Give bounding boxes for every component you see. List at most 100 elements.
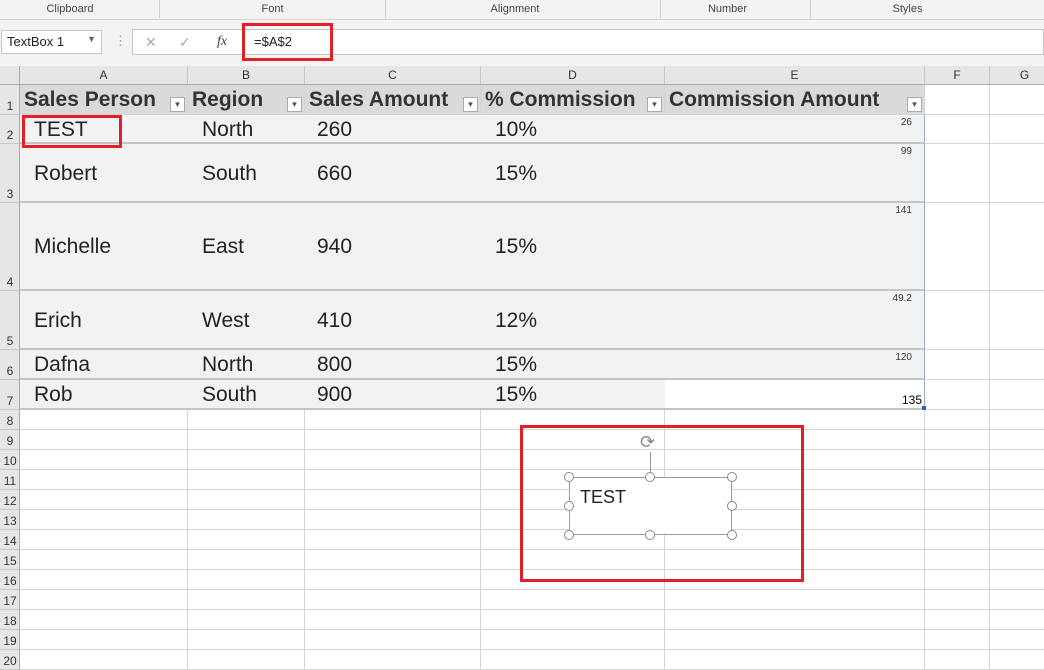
- cell[interactable]: [20, 430, 188, 450]
- cell[interactable]: [925, 115, 990, 144]
- row-header[interactable]: 8: [0, 410, 20, 430]
- cell[interactable]: [481, 410, 665, 430]
- table-cell[interactable]: Dafna: [20, 350, 188, 380]
- cell[interactable]: [305, 610, 481, 630]
- cell[interactable]: [20, 550, 188, 570]
- table-cell[interactable]: 49.2: [665, 291, 925, 350]
- table-cell[interactable]: 15%: [481, 203, 665, 291]
- cell[interactable]: [990, 85, 1044, 115]
- resize-handle[interactable]: [564, 530, 574, 540]
- cell[interactable]: [305, 630, 481, 650]
- cell[interactable]: [305, 550, 481, 570]
- row-header[interactable]: 16: [0, 570, 20, 590]
- cell[interactable]: [305, 430, 481, 450]
- cell[interactable]: [990, 380, 1044, 410]
- cell[interactable]: [20, 590, 188, 610]
- textbox-shape[interactable]: TEST: [569, 477, 732, 535]
- formula-input[interactable]: =$A$2: [254, 34, 292, 49]
- cell[interactable]: [305, 650, 481, 670]
- cell[interactable]: [188, 410, 305, 430]
- cell[interactable]: [481, 550, 665, 570]
- table-cell[interactable]: North: [188, 350, 305, 380]
- row-header[interactable]: 19: [0, 630, 20, 650]
- table-cell[interactable]: 940: [305, 203, 481, 291]
- cell[interactable]: [188, 610, 305, 630]
- cell[interactable]: [665, 590, 925, 610]
- table-cell[interactable]: 99: [665, 144, 925, 203]
- row-header[interactable]: 10: [0, 450, 20, 470]
- cell[interactable]: [990, 291, 1044, 350]
- cell[interactable]: [925, 410, 990, 430]
- cell[interactable]: [305, 450, 481, 470]
- cell[interactable]: [20, 610, 188, 630]
- cell[interactable]: [481, 590, 665, 610]
- table-cell[interactable]: West: [188, 291, 305, 350]
- table-cell[interactable]: 15%: [481, 144, 665, 203]
- cell[interactable]: [20, 410, 188, 430]
- table-cell[interactable]: TEST: [20, 115, 188, 144]
- row-header[interactable]: 5: [0, 291, 20, 350]
- row-header[interactable]: 2: [0, 115, 20, 144]
- cell[interactable]: [665, 630, 925, 650]
- cell[interactable]: [481, 430, 665, 450]
- rotate-handle-icon[interactable]: ⟳: [640, 432, 656, 452]
- cell[interactable]: [925, 450, 990, 470]
- cell[interactable]: [665, 610, 925, 630]
- cell[interactable]: [188, 570, 305, 590]
- cell[interactable]: [990, 203, 1044, 291]
- cell[interactable]: [305, 470, 481, 490]
- table-cell[interactable]: 120: [665, 350, 925, 380]
- cell[interactable]: [20, 470, 188, 490]
- column-header[interactable]: G: [990, 66, 1044, 85]
- cell[interactable]: [990, 450, 1044, 470]
- resize-handle[interactable]: [727, 530, 737, 540]
- name-box[interactable]: TextBox 1 ▼: [1, 30, 102, 54]
- resize-handle[interactable]: [645, 530, 655, 540]
- cell[interactable]: [188, 450, 305, 470]
- table-cell[interactable]: 800: [305, 350, 481, 380]
- cell[interactable]: [925, 85, 990, 115]
- cell[interactable]: [990, 350, 1044, 380]
- cell[interactable]: [990, 590, 1044, 610]
- table-cell[interactable]: South: [188, 144, 305, 203]
- table-header-cell[interactable]: Sales Amount ▼: [305, 85, 481, 115]
- select-all-button[interactable]: [0, 66, 20, 85]
- filter-dropdown-icon[interactable]: ▼: [647, 97, 662, 112]
- table-cell[interactable]: Robert: [20, 144, 188, 203]
- column-header[interactable]: B: [188, 66, 305, 85]
- cell[interactable]: [481, 630, 665, 650]
- cell[interactable]: [305, 490, 481, 510]
- cell[interactable]: [188, 630, 305, 650]
- cell[interactable]: [990, 630, 1044, 650]
- cell[interactable]: [925, 291, 990, 350]
- cell[interactable]: [925, 380, 990, 410]
- cell[interactable]: [665, 570, 925, 590]
- column-header[interactable]: A: [20, 66, 188, 85]
- cell[interactable]: [188, 550, 305, 570]
- cell[interactable]: [665, 430, 925, 450]
- table-cell[interactable]: 15%: [481, 380, 665, 410]
- column-header[interactable]: C: [305, 66, 481, 85]
- formula-input-area[interactable]: ✕ ✓ fx: [132, 29, 1044, 55]
- cell[interactable]: [990, 410, 1044, 430]
- table-cell[interactable]: South: [188, 380, 305, 410]
- table-cell[interactable]: 12%: [481, 291, 665, 350]
- cell[interactable]: [990, 430, 1044, 450]
- cell[interactable]: [188, 590, 305, 610]
- cell[interactable]: [188, 510, 305, 530]
- row-header[interactable]: 11: [0, 470, 20, 490]
- cell[interactable]: [990, 550, 1044, 570]
- row-header[interactable]: 13: [0, 510, 20, 530]
- table-cell[interactable]: 135: [665, 380, 926, 410]
- filter-dropdown-icon[interactable]: ▼: [287, 97, 302, 112]
- cell[interactable]: [305, 510, 481, 530]
- table-cell[interactable]: 260: [305, 115, 481, 144]
- cell[interactable]: [925, 650, 990, 670]
- cell[interactable]: [925, 203, 990, 291]
- row-header[interactable]: 6: [0, 350, 20, 380]
- cell[interactable]: [925, 490, 990, 510]
- row-header[interactable]: 14: [0, 530, 20, 550]
- cell[interactable]: [665, 490, 925, 510]
- resize-handle[interactable]: [564, 472, 574, 482]
- cell[interactable]: [481, 650, 665, 670]
